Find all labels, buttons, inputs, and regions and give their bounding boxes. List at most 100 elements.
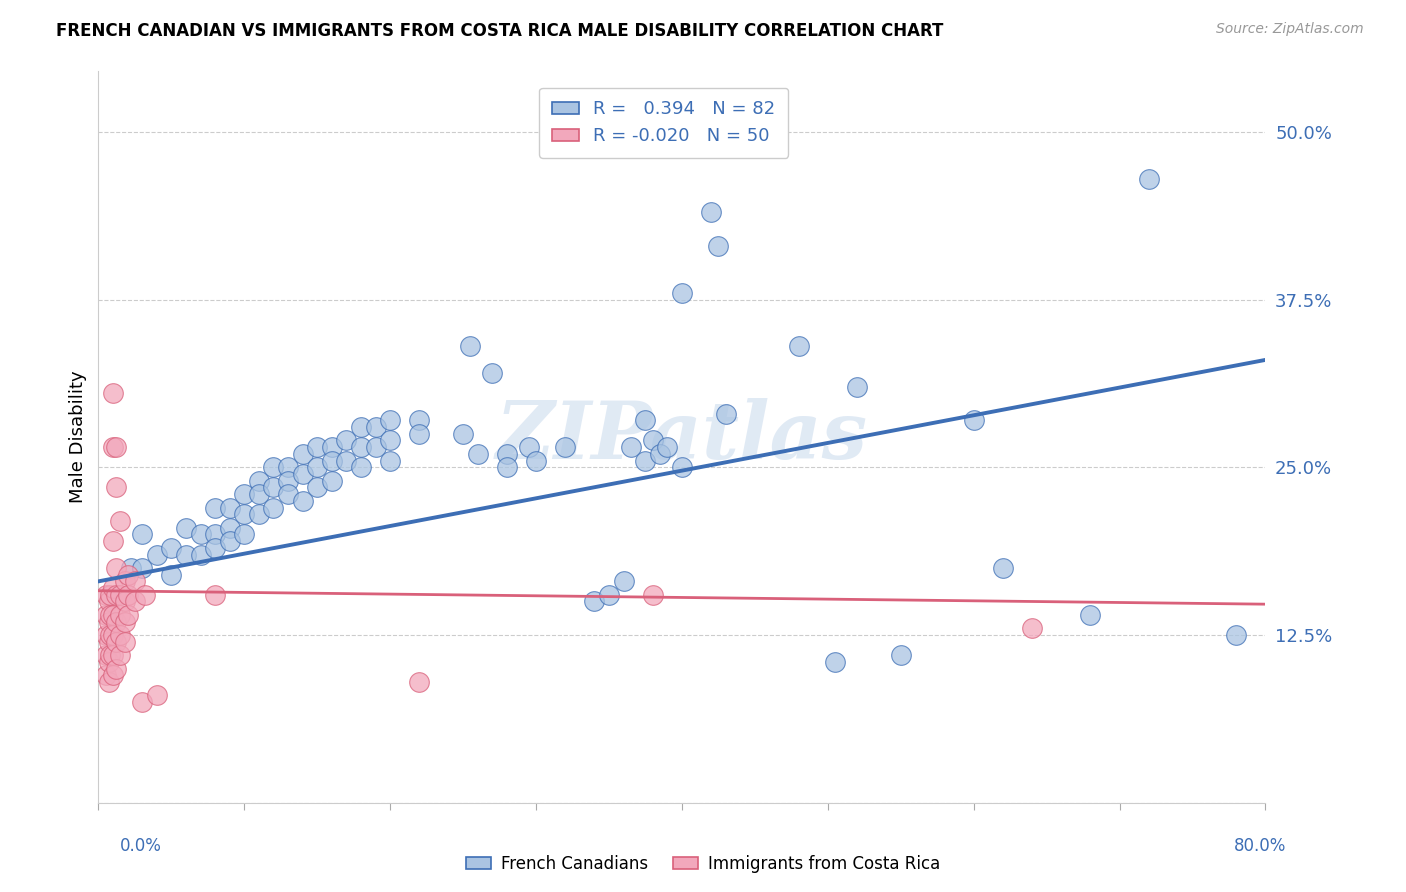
Point [277,487,299,501]
Point [104,561,127,575]
Point [408,413,430,427]
Point [104,662,127,676]
Point [110,514,132,528]
Point [233,508,256,522]
Point [134,588,156,602]
Point [307,460,329,475]
Legend: R =   0.394   N = 82, R = -0.020   N = 50: R = 0.394 N = 82, R = -0.020 N = 50 [540,87,789,158]
Point [98,648,121,662]
Point [94,588,117,602]
Point [620,440,643,454]
Point [1225,628,1247,642]
Point [648,447,671,461]
Point [94,607,117,622]
Point [350,440,373,454]
Text: 0.0%: 0.0% [120,837,162,855]
Point [247,487,270,501]
Point [612,574,634,589]
Point [110,607,132,622]
Text: ZIPatlas: ZIPatlas [496,399,868,475]
Point [114,634,136,648]
Point [291,467,314,481]
Point [1080,607,1102,622]
Point [94,668,117,682]
Point [634,453,657,467]
Point [131,561,153,575]
Point [104,440,127,454]
Point [117,607,139,622]
Point [110,648,132,662]
Point [634,413,657,427]
Point [101,607,124,622]
Point [160,541,183,555]
Point [481,367,503,381]
Point [364,440,387,454]
Point [598,588,620,602]
Point [262,480,284,494]
Text: Source: ZipAtlas.com: Source: ZipAtlas.com [1216,22,1364,37]
Point [671,460,693,475]
Point [204,588,226,602]
Point [524,453,547,467]
Point [117,588,139,602]
Point [94,628,117,642]
Point [641,434,664,448]
Point [94,648,117,662]
Point [104,588,127,602]
Point [98,607,121,622]
Point [218,534,240,549]
Point [218,500,240,515]
Point [291,447,314,461]
Point [496,447,519,461]
Point [408,426,430,441]
Point [335,453,357,467]
Point [101,440,124,454]
Point [1137,171,1160,186]
Point [174,521,197,535]
Point [174,548,197,562]
Point [714,407,737,421]
Point [277,474,299,488]
Point [846,380,869,394]
Point [707,239,730,253]
Point [190,527,212,541]
Point [124,594,146,608]
Point [97,634,120,648]
Point [97,655,120,669]
Point [321,453,343,467]
Point [350,420,373,434]
Point [517,440,540,454]
Point [146,689,169,703]
Point [408,675,430,690]
Point [101,386,124,401]
Point [97,594,120,608]
Point [247,508,270,522]
Point [97,615,120,629]
Point [671,285,693,300]
Point [657,440,679,454]
Point [962,413,984,427]
Point [467,447,489,461]
Point [233,487,256,501]
Point [204,541,226,555]
Point [1021,621,1043,635]
Point [496,460,519,475]
Point [101,534,124,549]
Point [262,500,284,515]
Point [146,548,169,562]
Point [380,434,402,448]
Point [124,574,146,589]
Point [583,594,606,608]
Point [114,615,136,629]
Point [104,634,127,648]
Point [380,413,402,427]
Point [204,500,226,515]
Point [190,548,212,562]
Point [120,561,142,575]
Point [110,628,132,642]
Point [364,420,387,434]
Point [307,440,329,454]
Point [350,460,373,475]
Point [101,581,124,595]
Point [700,205,723,219]
